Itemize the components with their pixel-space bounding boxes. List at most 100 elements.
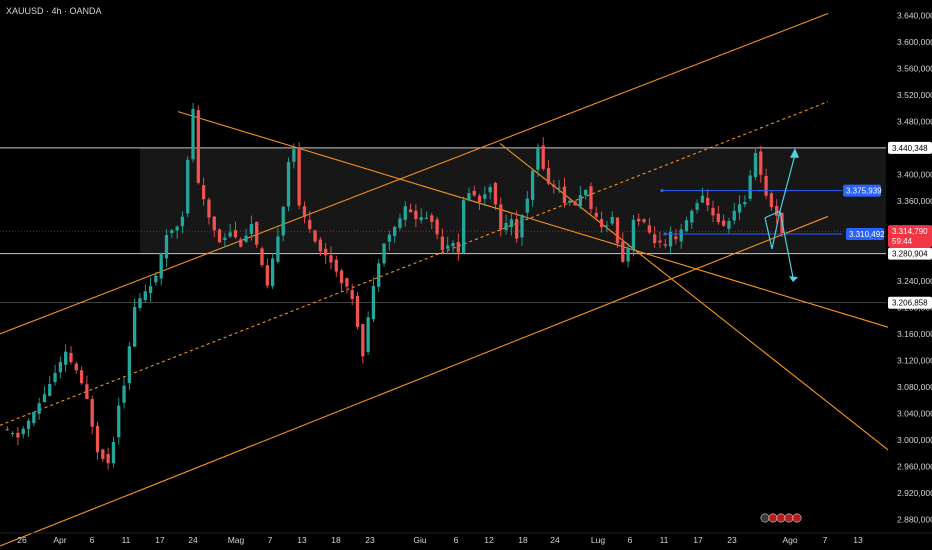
x-tick-label: Giu xyxy=(413,535,427,545)
event-icon xyxy=(792,513,802,523)
candle-body xyxy=(53,372,57,383)
candle-body xyxy=(382,243,386,264)
candle-body xyxy=(371,285,376,320)
candle-body xyxy=(32,411,36,424)
x-tick-label: 6 xyxy=(454,535,459,545)
x-tick-label: 23 xyxy=(727,535,737,545)
candle-body xyxy=(69,352,73,363)
candle-body xyxy=(127,346,131,384)
y-tick-label: 3.160,000 xyxy=(897,329,932,339)
candle-body xyxy=(477,195,482,203)
candle-body xyxy=(334,259,338,272)
x-tick-label: 18 xyxy=(331,535,341,545)
candle-body xyxy=(133,306,137,347)
candle-body xyxy=(180,216,185,227)
x-tick-label: 17 xyxy=(155,535,165,545)
candle-body xyxy=(631,219,636,250)
y-tick-label: 2.880,000 xyxy=(897,515,932,525)
x-tick-label: 11 xyxy=(660,535,669,545)
candle-body xyxy=(743,201,747,205)
candle-body xyxy=(658,240,662,243)
candle-body xyxy=(679,229,683,242)
ray-anchor xyxy=(663,232,667,236)
x-tick-label: Lug xyxy=(591,535,605,545)
x-tick-label: 6 xyxy=(628,535,633,545)
candle-body xyxy=(207,199,211,218)
candle-body xyxy=(361,324,365,357)
candle-body xyxy=(605,225,609,227)
candle-body xyxy=(318,239,323,252)
y-tick-label: 3.640,000 xyxy=(897,11,932,21)
candle-body xyxy=(154,275,158,283)
candle-body xyxy=(753,153,758,177)
candle-body xyxy=(573,201,577,206)
candle-body xyxy=(674,236,678,240)
y-tick-label: 2.960,000 xyxy=(897,461,932,471)
candle-body xyxy=(42,394,47,403)
candle-body xyxy=(419,217,423,221)
candle-body xyxy=(668,231,673,247)
tag-3440-bg xyxy=(888,141,932,154)
y-tick-label: 3.040,000 xyxy=(897,408,932,418)
x-tick-label: Apr xyxy=(53,535,66,545)
candle-body xyxy=(716,213,720,223)
arrow-down-head xyxy=(789,276,798,283)
candle-body xyxy=(541,145,545,169)
candle-body xyxy=(759,151,763,175)
candle-body xyxy=(546,168,551,184)
candle-body xyxy=(270,258,275,287)
candle-body xyxy=(260,248,264,266)
x-tick-label: 7 xyxy=(268,535,273,545)
candle-body xyxy=(122,385,126,403)
candle-body xyxy=(461,200,466,254)
event-icon xyxy=(760,513,770,523)
candle-body xyxy=(589,186,593,209)
candle-body xyxy=(148,286,153,294)
tag-3440-text: 3.440,348 xyxy=(892,144,928,153)
tag-blue-lower-text: 3.310,492 xyxy=(849,230,885,239)
candle-body xyxy=(642,219,646,223)
candle-body xyxy=(175,226,179,231)
candle-body xyxy=(26,420,31,430)
x-tick-label: 7 xyxy=(823,535,828,545)
candle-body xyxy=(637,218,641,222)
price-axis[interactable]: 3.640,000 3.600,000 3.560,000 3.520,000 3.48… xyxy=(897,11,932,525)
x-tick-label: 18 xyxy=(518,535,528,545)
candle-body xyxy=(48,384,52,396)
candle-body xyxy=(493,182,498,205)
candle-body xyxy=(398,218,402,228)
candle-body xyxy=(143,291,147,301)
candle-body xyxy=(562,186,567,204)
candle-body xyxy=(196,110,200,183)
tag-current-text: 3.314,790 xyxy=(892,227,928,236)
candle-body xyxy=(509,219,514,227)
x-tick-label: 13 xyxy=(853,535,863,545)
candle-body xyxy=(408,209,413,213)
candle-body xyxy=(626,247,630,262)
x-tick-label: 24 xyxy=(188,535,198,545)
candle-body xyxy=(748,175,752,199)
candle-body xyxy=(329,255,333,263)
candle-body xyxy=(430,215,434,222)
candle-body xyxy=(345,278,349,287)
candle-body xyxy=(621,241,625,262)
candle-body xyxy=(403,206,407,220)
x-tick-label: Ago xyxy=(782,535,797,545)
candle-body xyxy=(690,210,694,223)
candle-body xyxy=(164,234,169,259)
candle-body xyxy=(90,398,94,427)
trendline xyxy=(0,215,829,547)
candle-body xyxy=(302,206,307,218)
candle-body xyxy=(339,270,344,284)
arrow-up-path xyxy=(764,154,796,250)
candles xyxy=(5,102,784,470)
y-tick-label: 3.240,000 xyxy=(897,276,932,286)
candle-body xyxy=(737,204,742,213)
candle-body xyxy=(615,217,620,244)
candle-body xyxy=(21,428,25,435)
candle-body xyxy=(58,362,63,373)
time-axis[interactable]: 26 Apr 6 11 17 24 Mag 7 13 18 23 Giu 6 12 18 24 Lug 6 11 17… xyxy=(0,513,932,545)
candle-body xyxy=(721,220,726,226)
candle-body xyxy=(244,235,248,242)
